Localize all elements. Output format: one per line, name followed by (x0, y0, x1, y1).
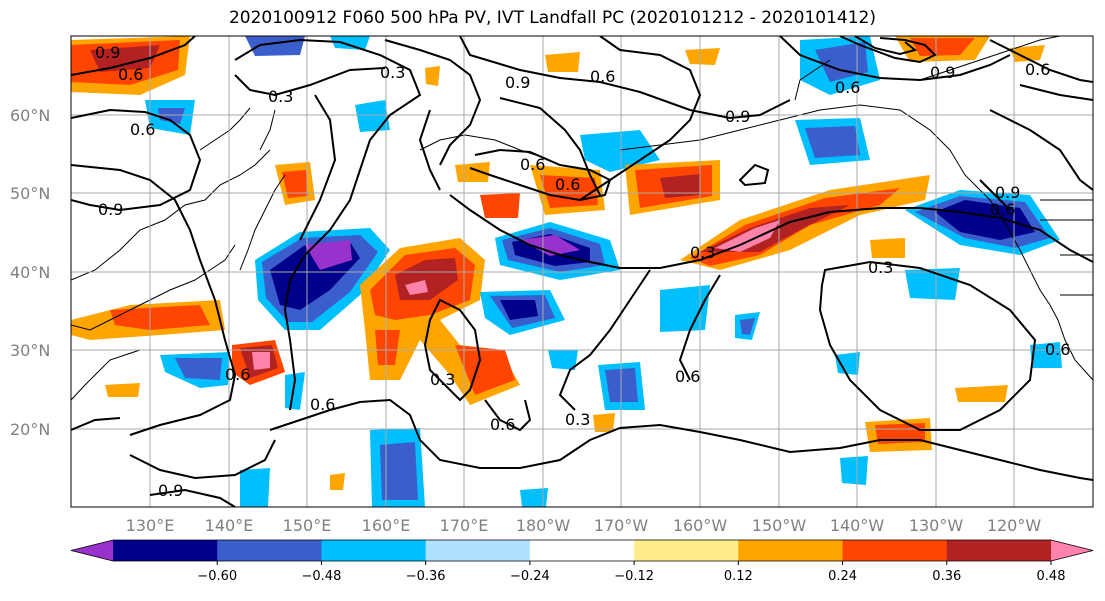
contour-label: 0.9 (158, 481, 183, 500)
lon-label: 130°E (126, 516, 175, 535)
colorbar-extend-low (71, 540, 113, 561)
contour-label: 0.3 (430, 370, 455, 389)
contour-label: 0.6 (1025, 60, 1050, 79)
colorbar-tick-label: 0.12 (724, 569, 753, 584)
contour-label: 0.6 (520, 155, 545, 174)
colorbar-segment (946, 540, 1052, 561)
colorbar-tick-label: −0.36 (406, 569, 446, 584)
colorbar-tick-label: 0.24 (828, 569, 857, 584)
contour-label: 0.3 (690, 243, 715, 262)
contour-label: 0.6 (130, 120, 155, 139)
contour-label: 0.9 (930, 63, 955, 82)
contour-label: 0.6 (1045, 340, 1070, 359)
colorbar-segment (113, 540, 218, 561)
ivt-contours (71, 36, 1093, 507)
contour-label: 0.6 (835, 78, 860, 97)
contour-label: 0.9 (95, 43, 120, 62)
lon-label: 160°W (673, 516, 728, 535)
contour-label: 0.6 (555, 175, 580, 194)
contour-label: 0.6 (490, 415, 515, 434)
lon-label: 120°W (987, 516, 1042, 535)
lat-label: 30°N (10, 341, 50, 360)
contour-label: 0.9 (995, 183, 1020, 202)
pv-shading (71, 36, 1062, 507)
colorbar-segment (321, 540, 427, 561)
lon-label: 130°W (909, 516, 964, 535)
longitude-labels: 130°E 140°E 150°E 160°E 170°E 180°W 170°… (126, 516, 1042, 535)
contour-label: 0.6 (990, 200, 1015, 219)
contour-label: 0.9 (505, 73, 530, 92)
lat-label: 20°N (10, 420, 50, 439)
contour-label: 0.3 (268, 87, 293, 106)
lon-label: 170°W (594, 516, 649, 535)
colorbar-segment (738, 540, 844, 561)
lon-label: 180°W (516, 516, 571, 535)
colorbar-segment (425, 540, 531, 561)
contour-label: 0.6 (225, 365, 250, 384)
latitude-labels: 60°N 50°N 40°N 30°N 20°N (10, 106, 50, 439)
contour-label: 0.9 (725, 107, 750, 126)
colorbar-segment (634, 540, 739, 561)
contour-label: 0.3 (380, 63, 405, 82)
lon-label: 140°E (205, 516, 254, 535)
colorbar-segment (217, 540, 322, 561)
colorbar: −0.60 −0.48 −0.36 −0.24 −0.12 0.12 0.24 0.36 0.4… (70, 539, 1094, 584)
contour-label: 0.3 (565, 410, 590, 429)
lat-label: 60°N (10, 106, 50, 125)
lon-label: 140°W (830, 516, 885, 535)
colorbar-segment (842, 540, 948, 561)
contour-label: 0.6 (675, 367, 700, 386)
contour-label: 0.3 (868, 258, 893, 277)
lat-label: 40°N (10, 263, 50, 282)
contour-label: 0.6 (310, 395, 335, 414)
colorbar-extend-high (1051, 540, 1093, 561)
lon-label: 170°E (440, 516, 489, 535)
lon-label: 150°E (283, 516, 332, 535)
colorbar-tick-label: −0.60 (197, 569, 237, 584)
colorbar-tick-label: −0.48 (302, 569, 342, 584)
contour-label: 0.9 (98, 200, 123, 219)
colorbar-tick-label: −0.12 (614, 569, 654, 584)
map-frame (70, 35, 1094, 508)
contour-labels: 0.9 0.6 0.3 0.3 0.9 0.6 0.9 0.6 0.9 0.6 … (95, 43, 1070, 500)
colorbar-outline (70, 539, 1094, 562)
lon-label: 150°W (752, 516, 807, 535)
contour-label: 0.6 (118, 65, 143, 84)
colorbar-tick-label: −0.24 (510, 569, 550, 584)
colorbar-tick-label: 0.48 (1037, 569, 1066, 584)
colorbar-segment (529, 540, 635, 561)
map-title: 2020100912 F060 500 hPa PV, IVT Landfall… (228, 8, 876, 28)
lon-label: 160°E (362, 516, 411, 535)
lat-label: 50°N (10, 184, 50, 203)
colorbar-tick-label: 0.36 (932, 569, 961, 584)
contour-label: 0.6 (590, 67, 615, 86)
